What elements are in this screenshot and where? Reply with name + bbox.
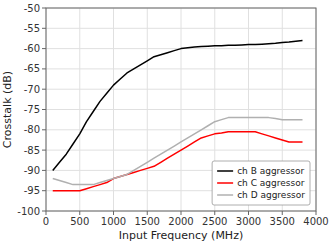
grid (46, 8, 316, 211)
y-tick-label: -60 (24, 43, 40, 54)
y-tick (42, 68, 46, 69)
x-axis-label: Input Frequency (MHz) (119, 229, 243, 242)
plot-background (46, 8, 316, 211)
x-tick (282, 211, 283, 215)
x-tick-label: 2000 (168, 216, 193, 227)
legend-swatch (217, 170, 233, 172)
y-tick-label: -95 (24, 185, 40, 196)
x-tick-label: 500 (70, 216, 89, 227)
x-tick-label: 3500 (270, 216, 295, 227)
y-grid-line (46, 89, 316, 90)
x-tick (181, 211, 182, 215)
y-tick-label: -55 (24, 23, 40, 34)
y-tick-label: -100 (17, 206, 40, 217)
x-tick (316, 211, 317, 215)
y-tick-label: -65 (24, 63, 40, 74)
x-tick (79, 211, 80, 215)
x-tick-label: 1000 (101, 216, 126, 227)
y-tick-label: -90 (24, 165, 40, 176)
x-tick-label: 2500 (202, 216, 227, 227)
legend-box (212, 161, 310, 205)
chart: 0 500 1000 1500 2000 2500 3000 3500 4000 -100 -95 -… (0, 0, 330, 243)
legend-label: ch C aggressor (237, 178, 305, 188)
legend: ch B aggressor ch C aggressor ch D aggress… (212, 161, 310, 205)
legend-label: ch B aggressor (237, 166, 304, 176)
x-tick (46, 211, 47, 215)
y-tick (42, 48, 46, 49)
y-axis-label: Crosstalk (dB) (1, 71, 14, 148)
legend-swatch (217, 194, 233, 196)
y-tick (42, 89, 46, 90)
legend-swatch (217, 182, 233, 184)
y-tick (42, 170, 46, 171)
y-tick (42, 8, 46, 9)
series-line (53, 40, 303, 170)
y-tick (42, 190, 46, 191)
x-tick-label: 0 (43, 216, 49, 227)
y-tick-label: -75 (24, 104, 40, 115)
y-grid-line (46, 68, 316, 69)
y-tick (42, 150, 46, 151)
y-grid-line (46, 109, 316, 110)
y-tick (42, 109, 46, 110)
plot-frame (46, 8, 316, 211)
y-tick-label: -50 (24, 3, 40, 14)
x-tick (248, 211, 249, 215)
y-tick (42, 211, 46, 212)
y-tick (42, 28, 46, 29)
y-grid-line (46, 129, 316, 130)
x-tick-label: 3000 (236, 216, 261, 227)
legend-label: ch D aggressor (237, 190, 305, 200)
axes: 0 500 1000 1500 2000 2500 3000 3500 4000 -100 -95 -… (17, 3, 328, 228)
x-tick-label: 4000 (303, 216, 328, 227)
y-grid-line (46, 28, 316, 29)
y-tick-label: -85 (24, 145, 40, 156)
y-tick (42, 129, 46, 130)
x-tick (113, 211, 114, 215)
x-tick (214, 211, 215, 215)
x-tick (147, 211, 148, 215)
y-tick-label: -80 (24, 124, 40, 135)
x-tick-label: 1500 (135, 216, 160, 227)
y-tick-label: -70 (24, 84, 40, 95)
